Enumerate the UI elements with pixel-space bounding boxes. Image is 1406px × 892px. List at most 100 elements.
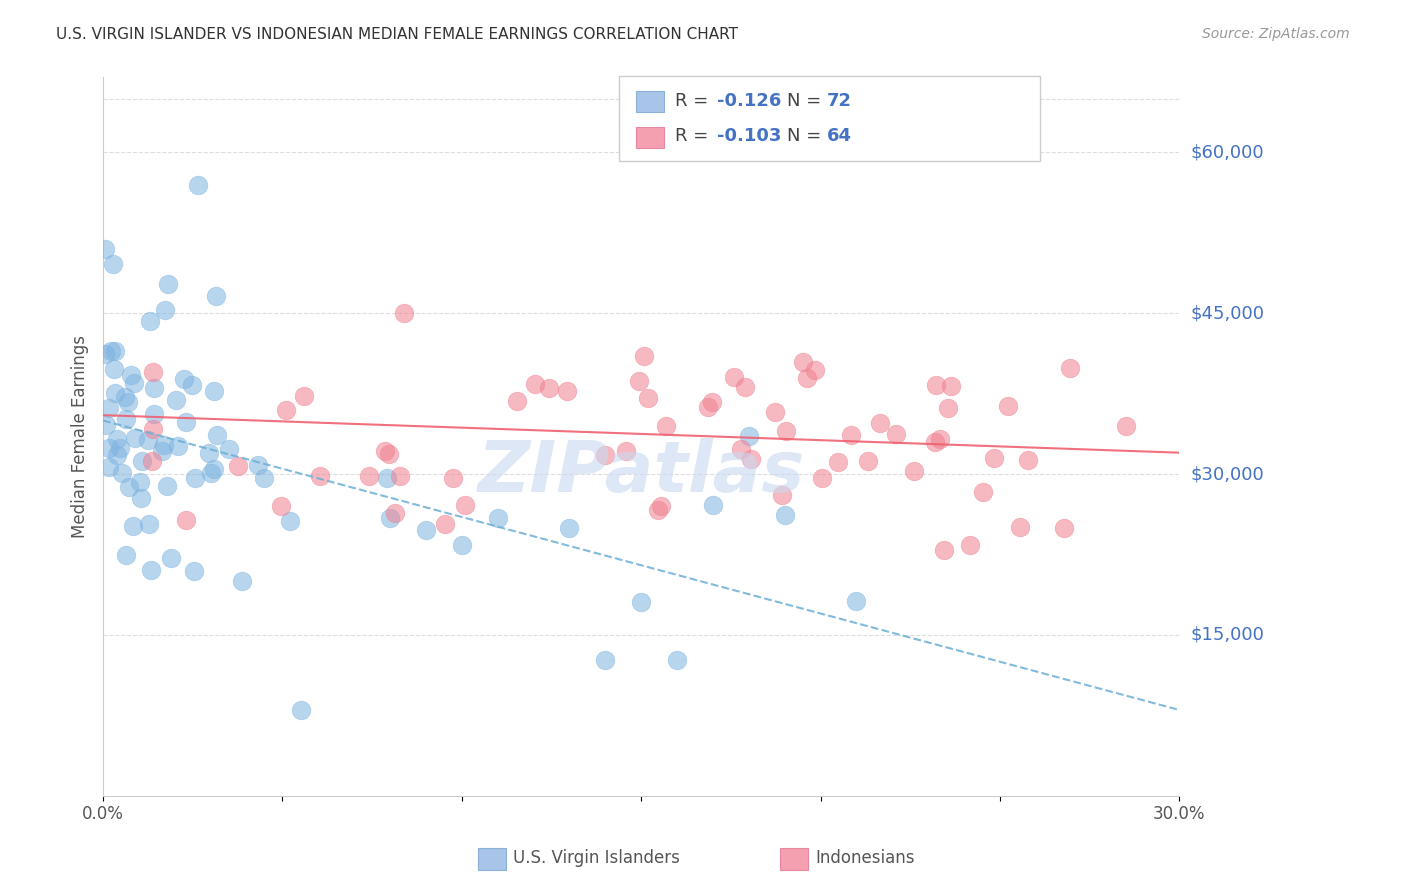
- Text: R =: R =: [675, 128, 714, 145]
- Point: [375, 471, 398, 485]
- Point: [202, 384, 225, 399]
- Point: [131, 454, 153, 468]
- Point: [107, 449, 129, 463]
- Point: [98, 441, 121, 455]
- Point: [804, 363, 827, 377]
- Point: [869, 416, 891, 430]
- Point: [378, 511, 401, 525]
- Point: [290, 703, 312, 717]
- Point: [94, 242, 117, 256]
- Point: [558, 521, 581, 535]
- Point: [415, 523, 437, 537]
- Point: [845, 594, 868, 608]
- Point: [117, 480, 139, 494]
- Point: [972, 484, 994, 499]
- Point: [138, 314, 160, 328]
- Point: [153, 438, 176, 452]
- Point: [1053, 521, 1076, 535]
- Point: [124, 376, 146, 391]
- Point: [884, 426, 907, 441]
- Point: [111, 466, 134, 480]
- Point: [630, 595, 652, 609]
- Point: [120, 368, 142, 382]
- Point: [138, 517, 160, 532]
- Point: [839, 428, 862, 442]
- Point: [486, 510, 509, 524]
- Point: [142, 365, 165, 379]
- Point: [593, 448, 616, 462]
- Text: ZIPatlas: ZIPatlas: [478, 438, 804, 507]
- Point: [166, 439, 188, 453]
- Point: [647, 503, 669, 517]
- Point: [936, 401, 959, 415]
- Point: [231, 574, 253, 588]
- Point: [997, 400, 1019, 414]
- Point: [903, 464, 925, 478]
- Point: [523, 377, 546, 392]
- Text: N =: N =: [787, 92, 827, 110]
- Text: $15,000: $15,000: [1191, 626, 1264, 644]
- Point: [650, 499, 672, 513]
- Point: [357, 469, 380, 483]
- Point: [114, 412, 136, 426]
- Point: [156, 277, 179, 291]
- Point: [173, 372, 195, 386]
- Point: [218, 442, 240, 456]
- Point: [143, 382, 166, 396]
- Point: [441, 471, 464, 485]
- Point: [730, 442, 752, 457]
- Point: [696, 400, 718, 414]
- Point: [1115, 419, 1137, 434]
- Point: [155, 302, 177, 317]
- Point: [924, 435, 946, 450]
- Point: [122, 518, 145, 533]
- Point: [666, 653, 689, 667]
- Point: [433, 517, 456, 532]
- Text: R =: R =: [675, 92, 714, 110]
- Point: [139, 564, 162, 578]
- Point: [205, 428, 228, 442]
- Point: [124, 432, 146, 446]
- Point: [197, 446, 219, 460]
- Point: [108, 442, 131, 456]
- Point: [141, 454, 163, 468]
- Text: -0.103: -0.103: [717, 128, 782, 145]
- Point: [858, 454, 880, 468]
- Text: N =: N =: [787, 128, 827, 145]
- Point: [114, 390, 136, 404]
- Point: [453, 498, 475, 512]
- Point: [702, 498, 724, 512]
- Point: [811, 471, 834, 485]
- Point: [633, 350, 655, 364]
- Point: [1017, 453, 1039, 467]
- Point: [292, 389, 315, 403]
- Point: [103, 361, 125, 376]
- Point: [183, 564, 205, 578]
- Point: [142, 407, 165, 421]
- Y-axis label: Median Female Earnings: Median Female Earnings: [72, 335, 89, 538]
- Point: [983, 451, 1005, 466]
- Text: -0.126: -0.126: [717, 92, 782, 110]
- Point: [702, 394, 724, 409]
- Point: [763, 405, 786, 419]
- Point: [253, 471, 276, 485]
- Point: [538, 381, 561, 395]
- Point: [184, 470, 207, 484]
- Point: [96, 418, 118, 433]
- Point: [156, 479, 179, 493]
- Point: [181, 378, 204, 392]
- Text: $30,000: $30,000: [1191, 465, 1264, 483]
- Point: [792, 355, 814, 369]
- Point: [1059, 361, 1081, 376]
- Point: [187, 178, 209, 192]
- Point: [278, 514, 301, 528]
- Point: [941, 379, 963, 393]
- Point: [104, 344, 127, 359]
- Point: [959, 538, 981, 552]
- Point: [200, 466, 222, 480]
- Point: [152, 443, 174, 458]
- Point: [226, 458, 249, 473]
- Text: $45,000: $45,000: [1191, 304, 1264, 322]
- Point: [796, 371, 818, 385]
- Point: [557, 384, 579, 398]
